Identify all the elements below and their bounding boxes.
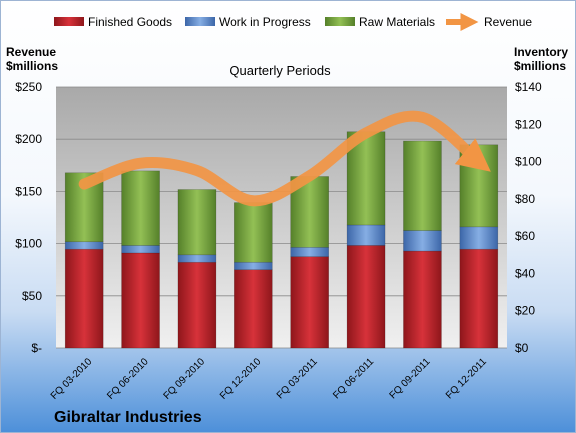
bar-work-in-progress <box>177 254 217 263</box>
legend-label-work-in-progress: Work in Progress <box>219 15 311 29</box>
legend-swatch-raw-materials <box>325 17 355 26</box>
left-axis-title-line2: $millions <box>6 59 58 73</box>
bar-work-in-progress <box>459 226 499 250</box>
legend: Finished Goods Work in Progress Raw Mate… <box>54 13 532 31</box>
revenue-line-path <box>78 110 491 207</box>
right-axis-ticks: $0 $20 $40 $60 $80 $100 $120 $140 <box>515 80 542 355</box>
bar-work-in-progress <box>64 241 104 250</box>
bar-work-in-progress <box>403 230 442 252</box>
left-tick-label: $250 <box>15 80 42 94</box>
chart-title: Quarterly Periods <box>229 63 331 78</box>
left-tick-label: $- <box>31 341 42 355</box>
legend-swatch-finished-goods <box>54 17 84 26</box>
bar-finished-goods <box>290 256 329 349</box>
left-tick-label: $150 <box>15 184 42 198</box>
left-tick-label: $100 <box>15 237 42 251</box>
bar-work-in-progress <box>121 245 160 254</box>
bar-finished-goods <box>346 245 386 349</box>
left-tick-label: $200 <box>15 132 42 146</box>
right-axis-title-line2: $millions <box>514 59 566 73</box>
bar-work-in-progress <box>290 247 329 257</box>
right-tick-label: $140 <box>515 80 542 94</box>
bar-raw-materials <box>234 202 273 263</box>
company-name: Gibraltar Industries <box>54 409 202 426</box>
legend-item-revenue: Revenue <box>446 13 532 31</box>
left-tick-label: $50 <box>22 289 42 303</box>
bar-finished-goods <box>64 248 104 349</box>
legend-label-revenue: Revenue <box>484 15 532 29</box>
legend-item-work-in-progress: Work in Progress <box>185 15 311 29</box>
left-axis-ticks: $- $50 $100 $150 $200 $250 <box>15 80 42 355</box>
legend-label-finished-goods: Finished Goods <box>88 15 172 29</box>
right-tick-label: $80 <box>515 192 535 206</box>
bar-finished-goods <box>459 248 499 349</box>
right-tick-label: $40 <box>515 266 535 280</box>
bar-finished-goods <box>177 261 217 349</box>
bar-finished-goods <box>121 252 160 349</box>
left-axis-title-line1: Revenue <box>6 45 56 59</box>
bars <box>64 131 499 349</box>
right-tick-label: $0 <box>515 341 529 355</box>
legend-item-raw-materials: Raw Materials <box>325 15 435 29</box>
right-tick-label: $20 <box>515 304 535 318</box>
revenue-line <box>78 110 491 207</box>
bar-raw-materials <box>177 189 217 256</box>
bar-finished-goods <box>403 250 442 349</box>
bar-work-in-progress <box>234 261 273 271</box>
right-axis-title-line1: Inventory <box>514 45 568 59</box>
legend-swatch-work-in-progress <box>185 17 215 26</box>
bar-raw-materials <box>121 170 160 246</box>
bar-finished-goods <box>234 269 273 349</box>
bar-work-in-progress <box>346 224 386 246</box>
right-tick-label: $100 <box>515 155 542 169</box>
right-tick-label: $60 <box>515 229 535 243</box>
legend-item-finished-goods: Finished Goods <box>54 15 172 29</box>
right-tick-label: $120 <box>515 117 542 131</box>
bar-raw-materials <box>403 140 442 231</box>
legend-label-raw-materials: Raw Materials <box>359 15 435 29</box>
